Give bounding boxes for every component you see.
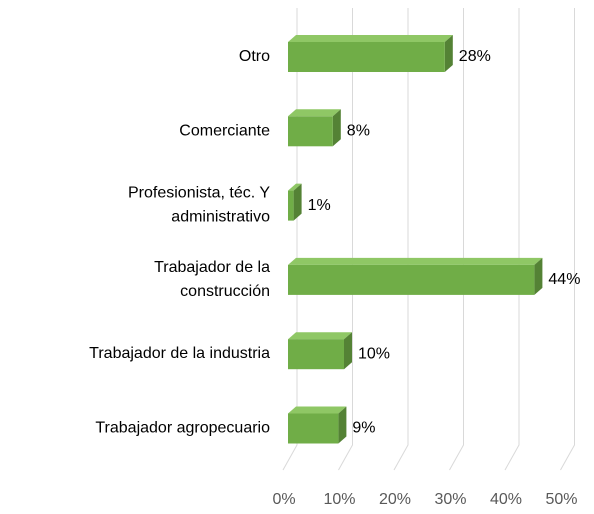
y-tick-label: Trabajador de la construcción (154, 259, 270, 300)
bar-side (534, 257, 543, 295)
bar-front (288, 116, 333, 147)
bar-side (444, 35, 453, 72)
x-tick-label: 10% (323, 491, 355, 508)
bar-top (288, 35, 453, 42)
y-tick-label: Comerciante (179, 123, 270, 140)
bar-top (288, 183, 302, 191)
data-label: 10% (358, 345, 390, 362)
grid-line (504, 8, 520, 471)
bar-side (338, 406, 347, 444)
bar (288, 109, 341, 147)
y-tick-label: Otro (239, 48, 270, 65)
y-tick-label: Trabajador de la industria (89, 345, 270, 362)
y-tick-label-line: Comerciante (179, 123, 270, 140)
data-label: 9% (352, 420, 375, 437)
bar (288, 332, 352, 370)
bar-top (288, 257, 543, 265)
y-tick-label-line: Otro (239, 48, 270, 65)
y-tick-label-line: Trabajador de la (154, 259, 270, 276)
bar-top (288, 406, 347, 414)
bar (288, 35, 453, 72)
bar-side (332, 109, 341, 147)
grid-line (560, 8, 575, 471)
bar-front (288, 190, 294, 221)
y-tick-label-line: administrativo (171, 209, 270, 226)
data-label: 44% (548, 271, 580, 288)
y-tick-label-line: Trabajador de la industria (89, 345, 270, 362)
x-tick-label: 50% (545, 491, 577, 508)
x-tick-label: 20% (379, 491, 411, 508)
bar (288, 257, 543, 295)
y-tick-label-line: construcción (180, 283, 270, 300)
grid-line (338, 8, 353, 471)
y-tick-label-line: Trabajador agropecuario (95, 420, 270, 437)
y-tick-label: Profesionista, téc. Y administrativo (128, 185, 270, 226)
data-label: 28% (459, 48, 491, 65)
y-tick-label-line: Profesionista, téc. Y (128, 185, 270, 202)
grid-line (393, 8, 409, 471)
bar-front (288, 413, 339, 444)
bar (288, 406, 347, 444)
bar-front (288, 264, 535, 295)
bar-top (288, 332, 352, 340)
grid-line (449, 8, 464, 471)
bar-front (288, 42, 445, 72)
data-label: 8% (347, 123, 370, 140)
x-tick-label: 0% (272, 491, 295, 508)
bar-side (344, 332, 352, 370)
x-tick-label: 30% (434, 491, 466, 508)
y-tick-label: Trabajador agropecuario (95, 420, 270, 437)
bar-front (288, 339, 344, 370)
bar (288, 183, 302, 221)
data-label: 1% (308, 197, 331, 214)
grid-line (282, 8, 298, 471)
bar-top (288, 109, 341, 117)
bar-side (293, 183, 302, 221)
x-tick-label: 40% (490, 491, 522, 508)
